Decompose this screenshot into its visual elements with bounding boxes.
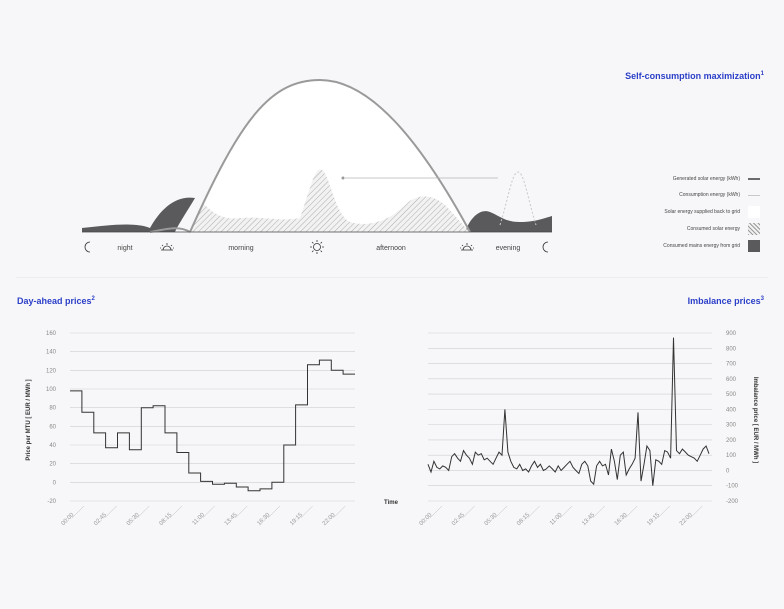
day-ahead-ytick-label: 160 [46,331,57,337]
imbalance-xtick-mark [625,505,638,519]
imbalance-xtick-label: 22:00 [679,512,694,527]
imbalance-xtick-label: 11:00 [549,512,564,527]
day-ahead-ytick-label: 140 [46,350,57,356]
period-night: night [117,245,132,252]
imbalance-ytick-label: 800 [726,346,737,352]
legend-item-generated: Generated solar energy (kWh) [673,172,760,186]
day-ahead-xtick-label: 22:00 [322,512,337,527]
imbalance-xtick-mark [690,505,703,519]
day-ahead-ytick-label: 40 [49,443,56,449]
day-ahead-xtick-mark [137,505,150,519]
day-ahead-xtick-label: 05:30 [126,512,141,527]
legend-swatch-generated [748,173,760,185]
day-ahead-ytick-label: 120 [46,368,57,374]
day-ahead-xtick-mark [169,505,183,519]
legend-swatch-consumed-solar [748,223,760,235]
shift-arrow-head [341,176,345,180]
imbalance-ylabel: Imbalance price [ EUR / MWh ] [752,377,758,463]
sunset-icon [460,243,474,251]
sun-icon [310,240,324,254]
imbalance-xtick-mark [657,505,670,519]
legend-swatch-supplied [748,206,760,218]
day-ahead-xtick-mark [71,505,85,519]
day-ahead-ytick-label: 100 [46,387,57,393]
day-ahead-xtick-mark [202,505,215,519]
imbalance-xtick-label: 13:45 [581,512,596,527]
imbalance-ytick-label: 400 [726,407,737,413]
imbalance-xtick-mark [592,505,605,519]
day-ahead-series-line [70,359,355,492]
consumption-shift-peak [499,171,537,226]
moon-icon-evening [542,241,549,253]
imbalance-xtick-mark [559,505,573,519]
day-ahead-xtick-mark [235,505,248,519]
generated-solar-line [149,78,471,233]
day-ahead-title: Day-ahead prices2 [17,296,95,306]
day-ahead-xtick-mark [267,505,281,519]
legend-item-mains: Consumed mains energy from grid [663,239,760,253]
day-ahead-xtick-label: 19:15 [289,512,304,527]
imbalance-xtick-mark [429,505,443,519]
self-consumption-title: Self-consumption maximization1 [625,71,764,81]
day-ahead-ytick-label: 20 [49,462,56,468]
day-ahead-xtick-mark [300,505,313,519]
imbalance-xtick-mark [527,505,540,519]
day-ahead-xlabel: Time [384,500,399,506]
imbalance-xtick-label: 19:15 [646,512,661,527]
legend-item-supplied: Solar energy supplied back to grid [664,205,760,219]
imbalance-xtick-label: 02:45 [451,512,466,527]
day-ahead-xtick-mark [104,505,117,519]
moon-icon [84,241,91,253]
section-divider [16,277,768,278]
period-evening: evening [496,245,521,252]
imbalance-series-line [427,337,710,486]
day-ahead-xtick-label: 02:45 [93,512,108,527]
imbalance-xtick-label: 00:00 [419,512,434,527]
imbalance-xtick-label: 05:30 [484,512,499,527]
sunrise-icon [160,243,174,251]
day-ahead-xtick-mark [333,505,346,519]
imbalance-xtick-mark [494,505,508,519]
legend-item-consumed-solar: Consumed solar energy [687,222,760,236]
mains-area-morning [82,197,195,232]
imbalance-xtick-mark [462,505,475,519]
imbalance-ytick-label: -200 [726,499,739,505]
imbalance-ytick-label: 0 [726,468,730,474]
imbalance-ytick-label: 900 [726,331,737,337]
day-ahead-ytick-label: -20 [47,499,56,505]
imbalance-xtick-label: 16:30 [614,512,629,527]
solar-supplied-area [190,80,470,232]
day-ahead-ytick-label: 60 [49,424,56,430]
mains-area-evening [465,211,552,232]
day-ahead-xtick-label: 16:30 [256,512,271,527]
period-afternoon: afternoon [376,245,406,252]
imbalance-ytick-label: -100 [726,484,739,490]
day-ahead-xtick-label: 08:15 [159,512,174,527]
period-morning: morning [228,245,253,252]
imbalance-ytick-label: 600 [726,377,737,383]
imbalance-xtick-label: 08:15 [516,512,531,527]
imbalance-ytick-label: 700 [726,362,737,368]
imbalance-title: Imbalance prices3 [687,296,764,306]
imbalance-ytick-label: 100 [726,453,737,459]
imbalance-ytick-label: 500 [726,392,737,398]
legend-item-consumption: Consumption energy (kWh) [679,188,760,202]
day-ahead-ylabel: Price per MTU [ EUR / MWh ] [26,379,32,460]
day-ahead-xtick-label: 00:00 [61,512,76,527]
legend-swatch-consumption [748,189,760,201]
imbalance-ytick-label: 300 [726,423,737,429]
consumed-solar-area [190,169,470,232]
self-consumption-diagram: night morning afternoon evening [82,78,552,254]
imbalance-ytick-label: 200 [726,438,737,444]
day-ahead-xtick-label: 13:45 [224,512,239,527]
day-ahead-xtick-label: 11:00 [191,512,206,527]
day-ahead-ytick-label: 0 [53,480,57,486]
legend-swatch-mains [748,240,760,252]
day-ahead-ytick-label: 80 [49,406,56,412]
